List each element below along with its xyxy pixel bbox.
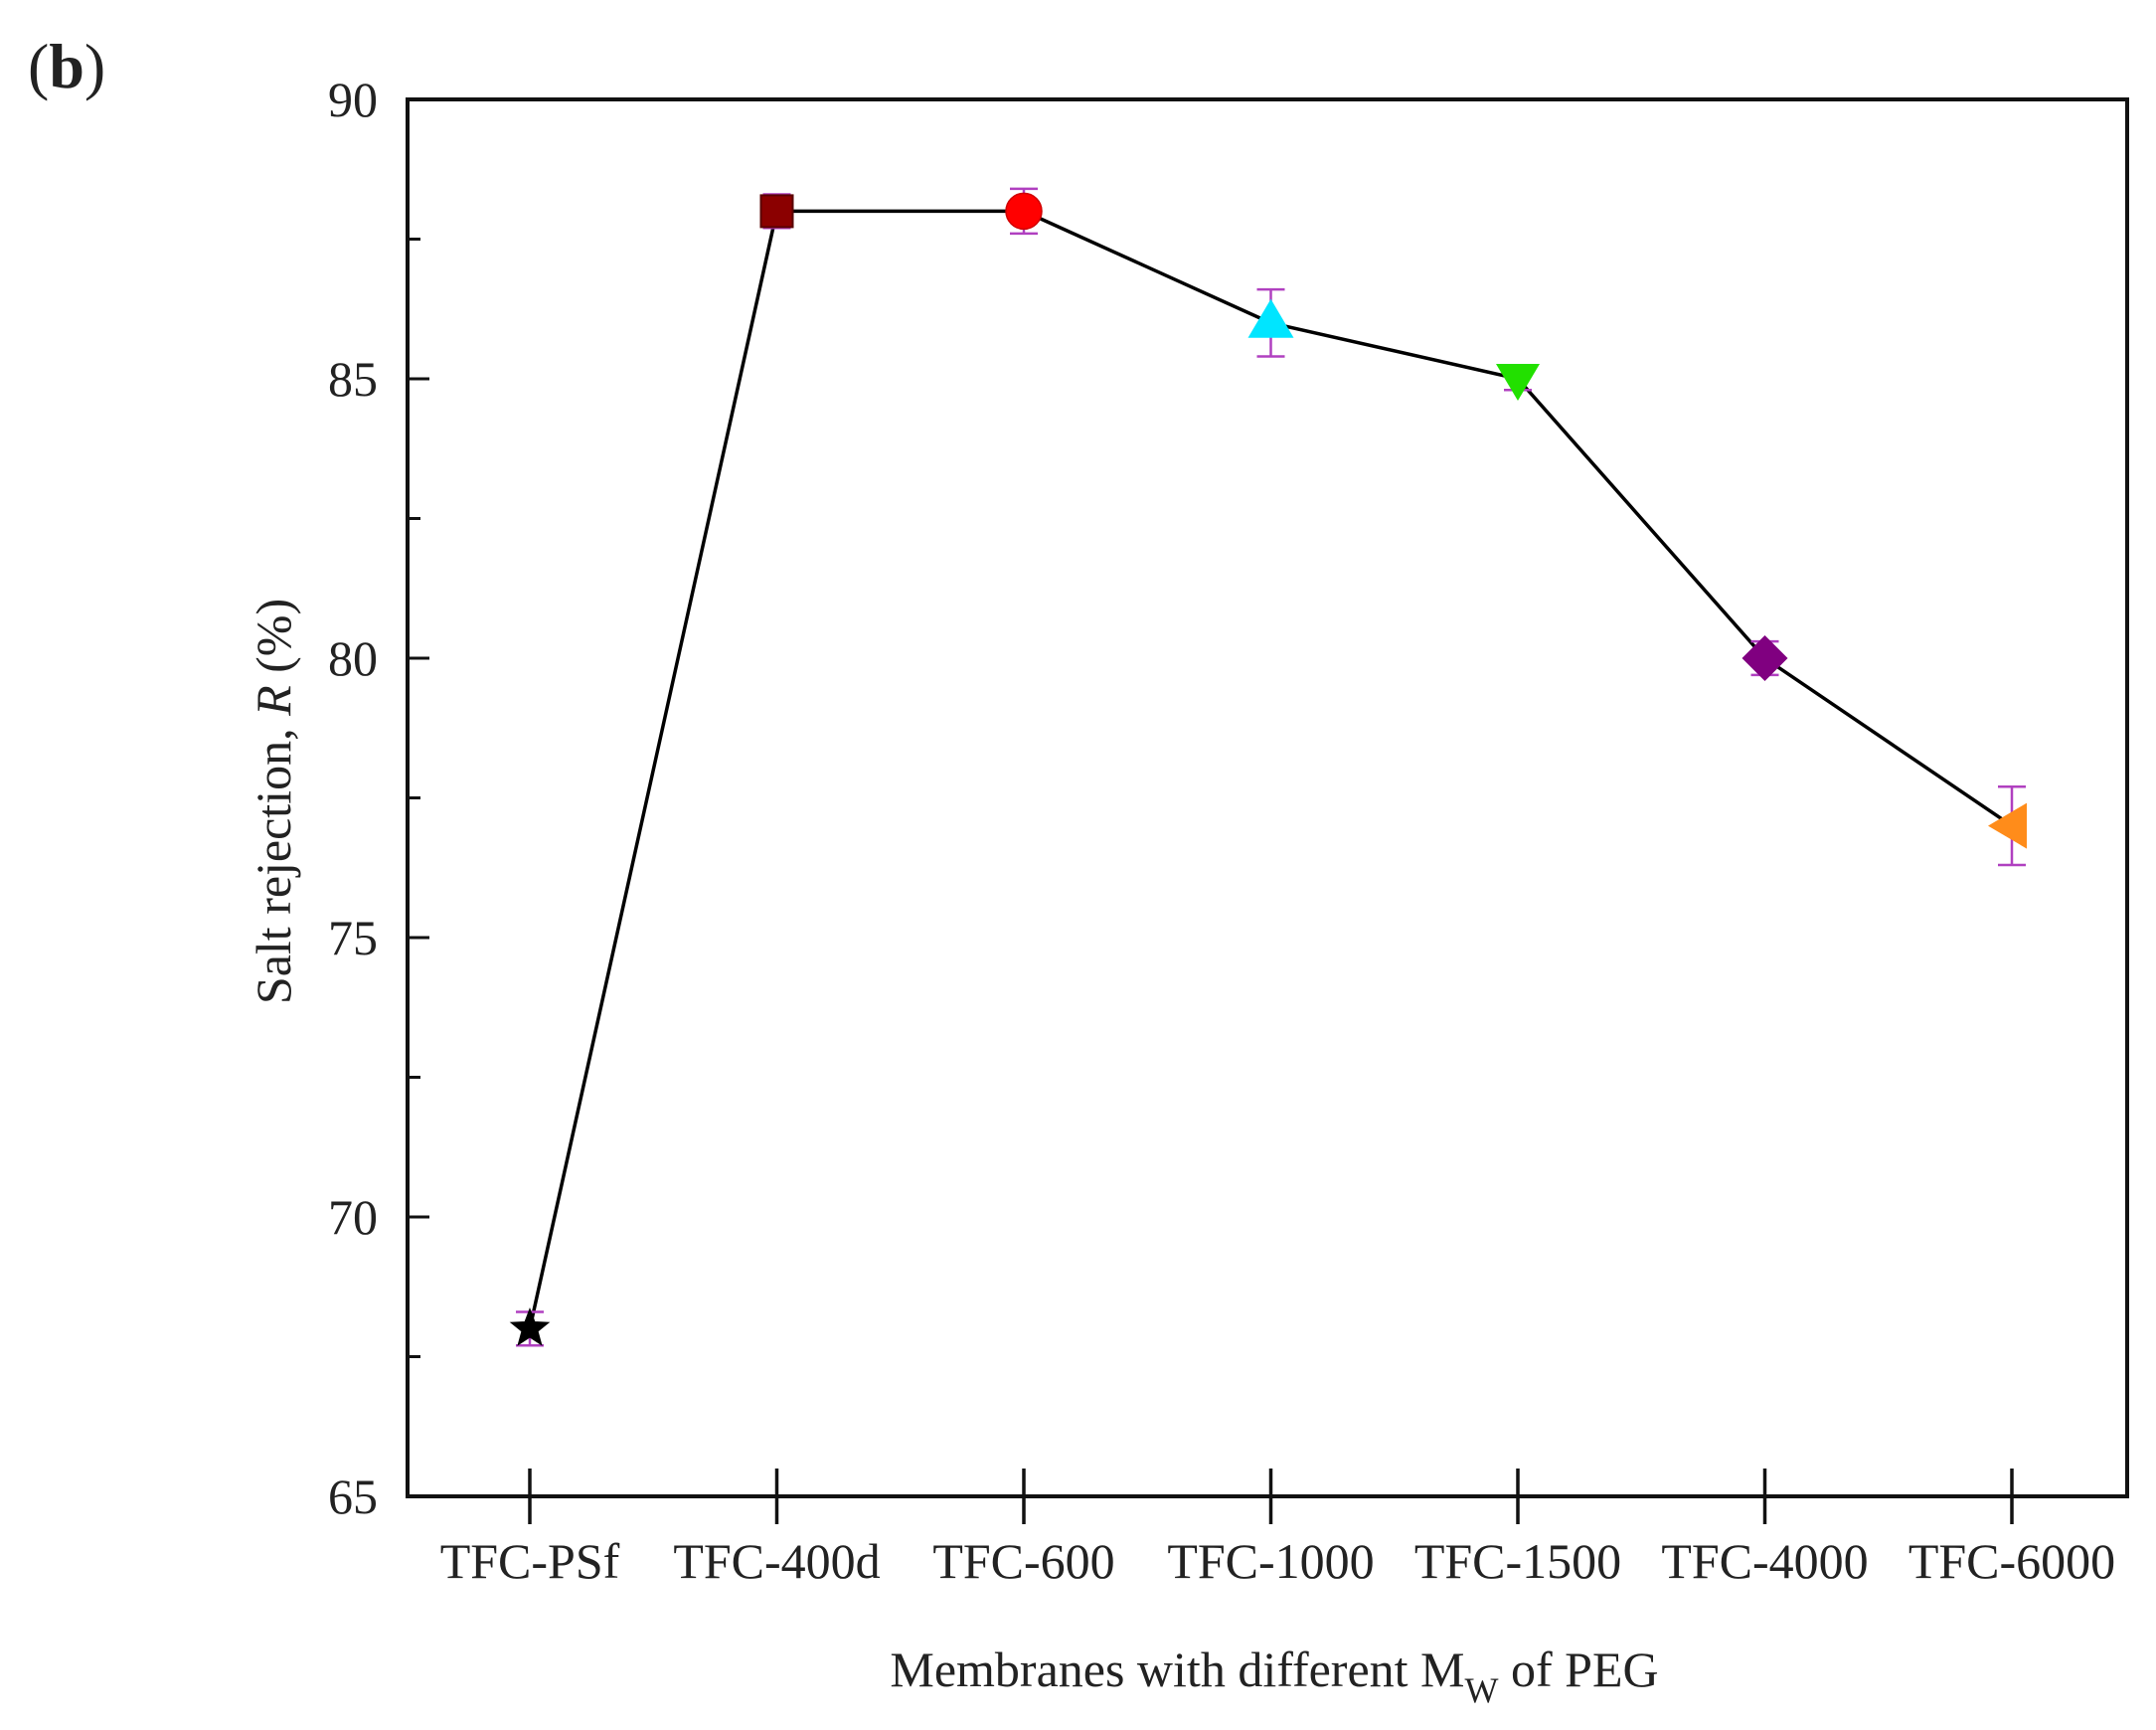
x-tick-label: TFC-400d	[673, 1533, 880, 1589]
series-line	[528, 209, 2013, 1329]
y-tick-label: 75	[328, 910, 378, 965]
y-tick-label: 70	[328, 1189, 378, 1245]
y-tick-label: 65	[328, 1469, 378, 1524]
data-point-circle	[1005, 192, 1043, 231]
data-point-square	[759, 194, 794, 229]
x-axis-title-suffix: of PEG	[1498, 1642, 1658, 1697]
y-tick-label: 90	[328, 72, 378, 127]
y-axis-title-unit: (%)	[246, 599, 301, 685]
y-axis: 65 70 75 80 85 90	[328, 72, 429, 1524]
panel-label: (b)	[28, 31, 105, 101]
panel-label-letter: b	[49, 31, 84, 101]
x-tick-label: TFC-PSf	[440, 1533, 620, 1589]
data-point-triangle-down	[1496, 364, 1540, 401]
data-point-triangle-left	[1988, 802, 2027, 849]
data-point-triangle-up	[1247, 298, 1294, 338]
y-tick-label: 80	[328, 630, 378, 686]
x-axis-title-text: Membranes with different M	[890, 1642, 1464, 1697]
markers	[509, 192, 2027, 1346]
x-tick-label: TFC-1000	[1167, 1533, 1374, 1589]
x-tick-label: TFC-6000	[1908, 1533, 2115, 1589]
data-point-star	[509, 1306, 551, 1346]
x-axis-title-subscript: W	[1465, 1670, 1499, 1710]
x-tick-label: TFC-600	[932, 1533, 1114, 1589]
plot-area: 65 70 75 80 85 90 TFC-PSf TFC-400d TFC-600 TFC-10…	[328, 72, 2129, 1589]
x-axis: TFC-PSf TFC-400d TFC-600 TFC-1000 TFC-1500 TF…	[440, 1469, 2115, 1589]
y-axis-title: Salt rejection, R (%)	[246, 599, 301, 1004]
y-axis-title-text: Salt rejection,	[246, 716, 301, 1004]
x-tick-label: TFC-4000	[1661, 1533, 1868, 1589]
y-tick-label: 85	[328, 351, 378, 407]
y-axis-title-symbol: R	[246, 685, 301, 717]
data-point-diamond	[1741, 635, 1788, 681]
x-axis-title: Membranes with different MW of PEG	[890, 1642, 1658, 1710]
x-tick-label: TFC-1500	[1414, 1533, 1621, 1589]
